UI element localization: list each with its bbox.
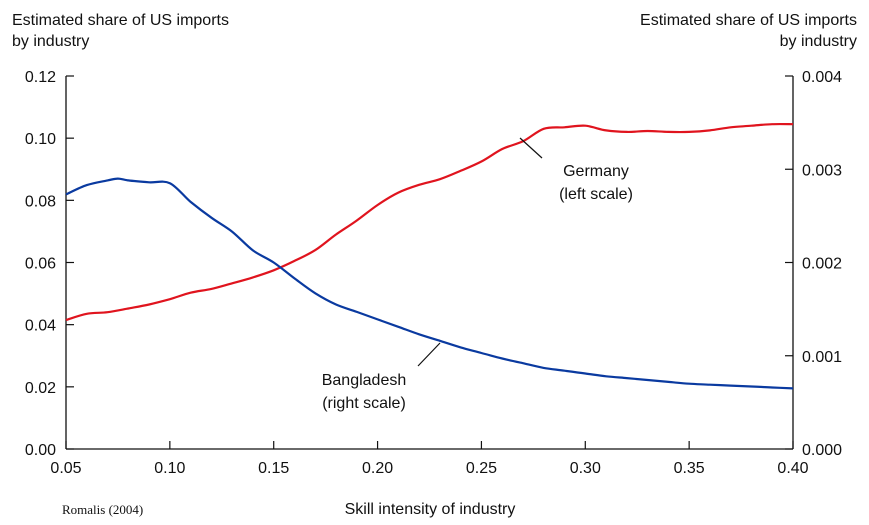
x-tick-label: 0.35 (674, 460, 705, 477)
right-y-tick-label: 0.004 (802, 69, 842, 86)
bangladesh-leader-line (417, 342, 441, 367)
left-y-tick-label: 0.04 (25, 318, 56, 335)
source-note: Romalis (2004) (62, 502, 143, 517)
right-axis-title-line-1: Estimated share of US imports (640, 12, 857, 29)
germany-leader-line (519, 137, 543, 159)
left-y-tick-label: 0.08 (25, 193, 56, 210)
bangladesh-label-line-2: (right scale) (322, 395, 406, 412)
left-y-tick-label: 0.12 (25, 69, 56, 86)
x-axis-title: Skill intensity of industry (345, 501, 516, 518)
right-y-ticks: 0.000 0.001 0.002 0.003 0.004 (785, 69, 842, 459)
x-tick-label: 0.15 (258, 460, 289, 477)
x-tick-label: 0.30 (570, 460, 601, 477)
x-ticks: 0.05 0.10 0.15 0.20 0.25 0.30 0.35 0.40 (50, 441, 809, 477)
left-y-ticks: 0.00 0.02 0.04 0.06 0.08 0.10 0.12 (25, 69, 74, 459)
left-axis-title-line-1: Estimated share of US imports (12, 12, 229, 29)
left-y-tick-label: 0.02 (25, 380, 56, 397)
germany-label-line-1: Germany (563, 163, 629, 180)
left-y-tick-label: 0.06 (25, 256, 56, 273)
x-tick-label: 0.05 (50, 460, 81, 477)
left-y-tick-label: 0.00 (25, 442, 56, 459)
right-y-tick-label: 0.001 (802, 349, 842, 366)
right-axis-title-line-2: by industry (780, 33, 857, 50)
right-y-tick-label: 0.002 (802, 256, 842, 273)
right-y-tick-label: 0.003 (802, 162, 842, 179)
right-y-tick-label: 0.000 (802, 442, 842, 459)
x-tick-label: 0.20 (362, 460, 393, 477)
x-tick-label: 0.10 (154, 460, 185, 477)
series-line-germany (65, 122, 794, 322)
left-y-tick-label: 0.10 (25, 131, 56, 148)
germany-label-line-2: (left scale) (559, 186, 633, 203)
series-lines (65, 122, 794, 390)
x-tick-label: 0.25 (466, 460, 497, 477)
left-axis-title-line-2: by industry (12, 33, 89, 50)
series-line-bangladesh (65, 177, 794, 390)
x-tick-label: 0.40 (777, 460, 808, 477)
bangladesh-label-line-1: Bangladesh (322, 372, 407, 389)
